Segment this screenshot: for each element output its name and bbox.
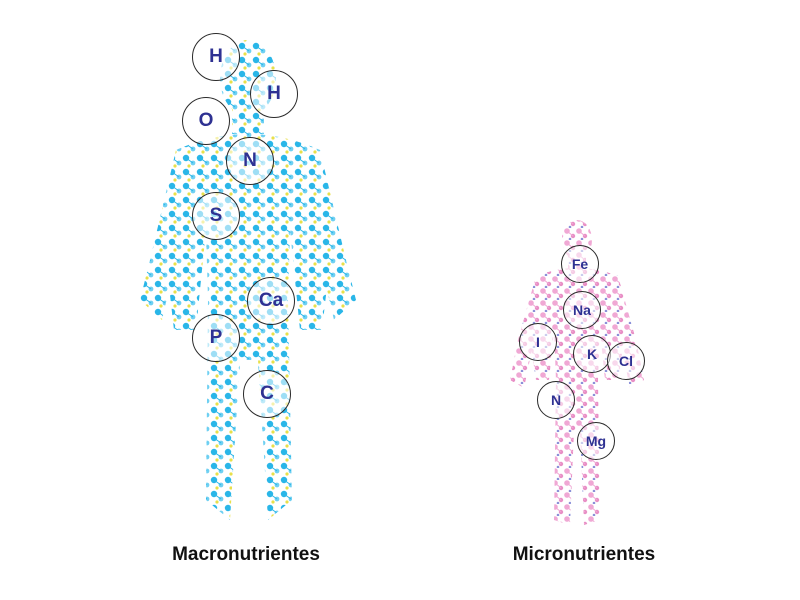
element-nitrogen-micro: N <box>537 381 575 419</box>
element-hydrogen-2: H <box>250 70 298 118</box>
element-carbon: C <box>243 370 291 418</box>
element-chlorine: Cl <box>607 342 645 380</box>
element-sulfur: S <box>192 192 240 240</box>
element-phosphorus: P <box>192 314 240 362</box>
element-sodium: Na <box>563 291 601 329</box>
element-nitrogen: N <box>226 137 274 185</box>
element-hydrogen-1: H <box>192 33 240 81</box>
element-calcium: Ca <box>247 277 295 325</box>
micro-caption: Micronutrientes <box>512 544 656 565</box>
macro-body <box>140 40 356 520</box>
element-potassium: K <box>573 335 611 373</box>
element-iron: Fe <box>561 245 599 283</box>
macro-caption: Macronutrientes <box>172 544 320 565</box>
element-oxygen: O <box>182 97 230 145</box>
element-iodine: I <box>519 323 557 361</box>
element-magnesium: Mg <box>577 422 615 460</box>
